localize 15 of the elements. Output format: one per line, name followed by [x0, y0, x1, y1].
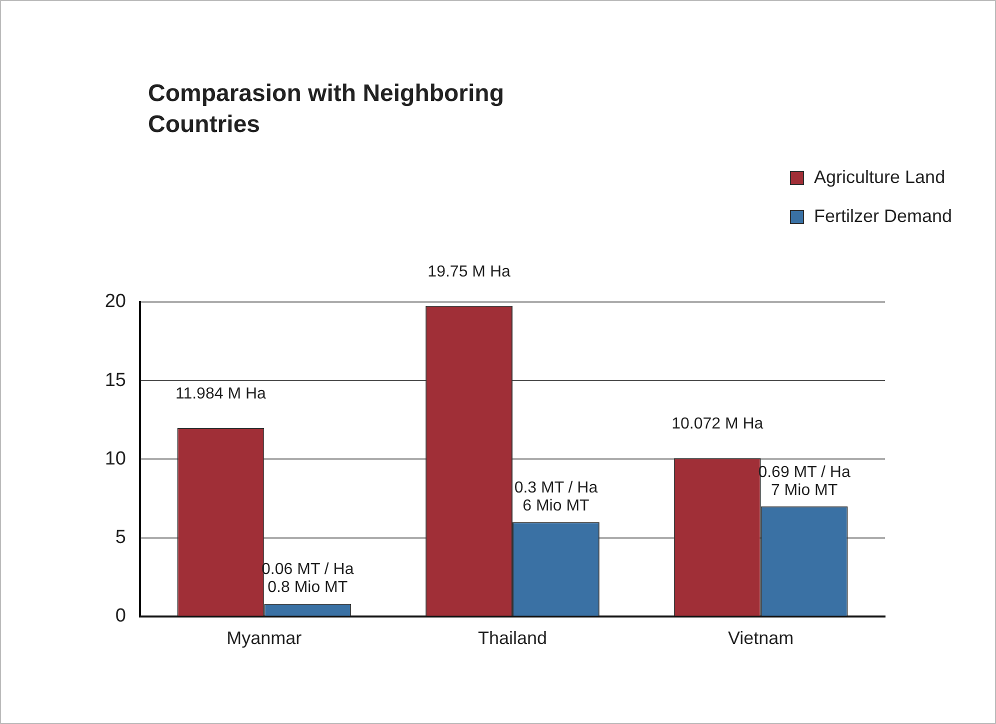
x-tick-label: Thailand: [478, 628, 548, 648]
y-tick-label: 20: [104, 291, 126, 312]
data-label: 11.984 M Ha: [175, 385, 266, 402]
chart-title: Comparasion with Neighboring Countries: [148, 79, 506, 140]
x-tick-label: Myanmar: [226, 628, 302, 648]
x-tick-label: Vietnam: [728, 628, 794, 648]
legend-label: Fertilzer Demand: [814, 206, 952, 227]
y-tick-label: 5: [115, 527, 126, 548]
y-tick-label: 0: [115, 606, 126, 627]
legend-label: Agriculture Land: [814, 167, 946, 188]
data-label: 10.072 M Ha: [672, 415, 764, 432]
y-tick-label: 10: [104, 448, 126, 470]
data-label: 19.75 M Ha: [428, 263, 510, 280]
data-label: 0.3 MT / Ha 6 Mio MT: [514, 479, 598, 514]
y-tick-label: 15: [104, 370, 126, 391]
